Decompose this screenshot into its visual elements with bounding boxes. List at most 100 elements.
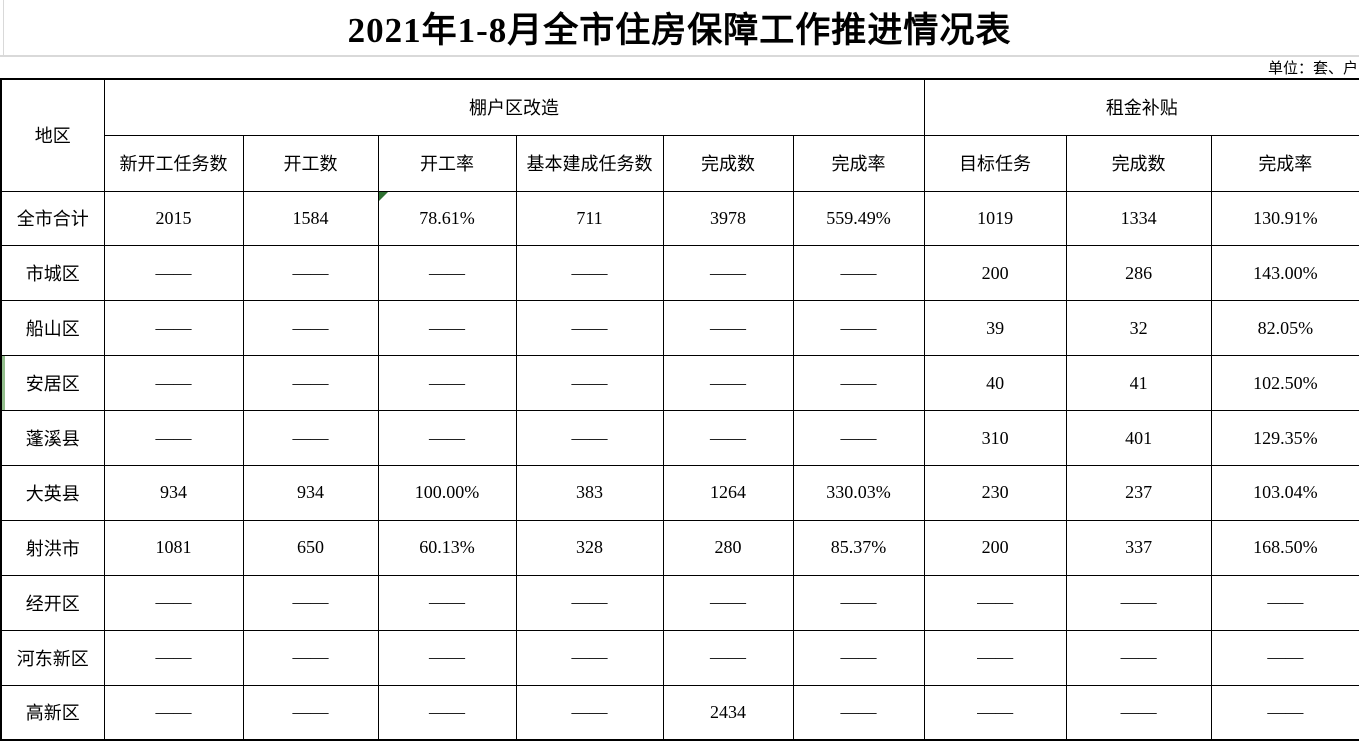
header-group-row: 地区 棚户区改造 租金补贴 — [0, 78, 1359, 192]
sub-header-0-0: 新开工任务数 — [103, 134, 244, 192]
region-cell: 射洪市 — [0, 519, 105, 576]
value-cell: —— — [515, 684, 664, 741]
value-cell: —— — [242, 684, 379, 741]
column-edge-line — [3, 0, 4, 57]
value-cell: —— — [103, 410, 244, 466]
value-cell: —— — [377, 574, 517, 631]
value-cell: —— — [662, 245, 794, 302]
value-cell: —— — [792, 245, 925, 302]
value-cell: —— — [103, 355, 244, 412]
value-cell: 168.50% — [1210, 519, 1359, 576]
region-cell: 船山区 — [0, 300, 105, 357]
value-cell: 82.05% — [1210, 300, 1359, 357]
value-cell: 330.03% — [792, 464, 925, 521]
value-cell: —— — [515, 629, 664, 686]
region-cell: 大英县 — [0, 464, 105, 521]
value-cell: —— — [792, 300, 925, 357]
value-cell: —— — [792, 355, 925, 412]
value-cell: —— — [515, 355, 664, 412]
sub-header-0-3: 基本建成任务数 — [515, 134, 664, 192]
sub-header-1-2: 完成率 — [1210, 134, 1359, 192]
table-row: 大英县 934 934 100.00% 383 1264 330.03% 230 237 103.… — [0, 464, 1359, 521]
table-row: 射洪市 1081 650 60.13% 328 280 85.37% 200 337 168.50… — [0, 519, 1359, 576]
value-cell: —— — [242, 574, 379, 631]
value-cell: —— — [792, 629, 925, 686]
value-cell: —— — [1065, 629, 1212, 686]
value-cell: 310 — [923, 410, 1067, 466]
unit-row: 单位：套、户 — [0, 57, 1359, 78]
value-cell: 237 — [1065, 464, 1212, 521]
value-cell: —— — [923, 574, 1067, 631]
value-cell: —— — [792, 574, 925, 631]
value-cell: —— — [103, 574, 244, 631]
table-row: 高新区 —— —— —— —— 2434 —— —— —— —— — [0, 684, 1359, 741]
value-cell: 200 — [923, 245, 1067, 302]
value-cell: 129.35% — [1210, 410, 1359, 466]
value-cell: 100.00% — [377, 464, 517, 521]
value-cell: —— — [662, 410, 794, 466]
value-cell: —— — [792, 684, 925, 741]
region-cell: 市城区 — [0, 245, 105, 302]
header-group-rent-subsidy: 租金补贴 — [923, 78, 1359, 136]
value-cell: 1264 — [662, 464, 794, 521]
value-cell: —— — [103, 245, 244, 302]
value-cell: —— — [242, 245, 379, 302]
value-cell: 200 — [923, 519, 1067, 576]
value-cell: —— — [662, 629, 794, 686]
region-cell: 经开区 — [0, 574, 105, 631]
value-cell: 2434 — [662, 684, 794, 741]
table-row: 经开区 —— —— —— —— —— —— —— —— —— — [0, 574, 1359, 631]
table-row: 安居区 —— —— —— —— —— —— 40 41 102.50% — [0, 355, 1359, 412]
value-cell: 711 — [515, 190, 664, 247]
region-cell: 河东新区 — [0, 629, 105, 686]
value-cell: 40 — [923, 355, 1067, 412]
sub-header-1-1: 完成数 — [1065, 134, 1212, 192]
value-cell: —— — [242, 410, 379, 466]
value-cell: 3978 — [662, 190, 794, 247]
sub-header-0-2: 开工率 — [377, 134, 517, 192]
sub-header-0-4: 完成数 — [662, 134, 794, 192]
value-cell: 1081 — [103, 519, 244, 576]
value-cell: 934 — [103, 464, 244, 521]
value-cell: —— — [242, 629, 379, 686]
header-sub-row: 新开工任务数 开工数 开工率 基本建成任务数 完成数 完成率 目标任务 完成数 完成率 — [1, 134, 1359, 192]
value-cell: —— — [792, 410, 925, 466]
sub-header-0-5: 完成率 — [792, 134, 925, 192]
value-cell: —— — [1210, 629, 1359, 686]
header-group-shantytown-renovation: 棚户区改造 — [103, 78, 925, 136]
value-cell: 1019 — [923, 190, 1067, 247]
table-row: 市城区 —— —— —— —— —— —— 200 286 143.00% — [0, 245, 1359, 302]
value-cell: —— — [662, 355, 794, 412]
value-cell: —— — [515, 245, 664, 302]
value-cell: —— — [377, 410, 517, 466]
value-cell: —— — [1065, 574, 1212, 631]
value-cell: 383 — [515, 464, 664, 521]
value-cell: —— — [103, 684, 244, 741]
value-cell: 41 — [1065, 355, 1212, 412]
value-cell: —— — [377, 684, 517, 741]
value-cell: —— — [662, 300, 794, 357]
value-cell: 934 — [242, 464, 379, 521]
value-cell: —— — [515, 574, 664, 631]
value-cell: —— — [377, 245, 517, 302]
region-cell: 高新区 — [0, 684, 105, 741]
table-row: 蓬溪县 —— —— —— —— —— —— 310 401 129.35% — [0, 410, 1359, 466]
value-cell: 559.49% — [792, 190, 925, 247]
table-row: 船山区 —— —— —— —— —— —— 39 32 82.05% — [0, 300, 1359, 357]
table-header: 地区 棚户区改造 租金补贴 新开工任务数 开工数 开工率 基本建成任务数 完成数 完成率目… — [0, 78, 1359, 192]
sub-header-0-1: 开工数 — [242, 134, 379, 192]
value-cell: 1334 — [1065, 190, 1212, 247]
value-cell: —— — [1210, 684, 1359, 741]
value-cell: 60.13% — [377, 519, 517, 576]
value-cell: —— — [242, 355, 379, 412]
housing-report-table: 地区 棚户区改造 租金补贴 新开工任务数 开工数 开工率 基本建成任务数 完成数 完成率目… — [0, 78, 1359, 741]
region-cell: 全市合计 — [0, 190, 105, 247]
error-indicator-triangle — [379, 191, 388, 201]
value-cell: —— — [377, 355, 517, 412]
table-row: 全市合计 2015 1584 78.61% 711 3978 559.49% 1019 1334… — [0, 190, 1359, 247]
value-cell: 143.00% — [1210, 245, 1359, 302]
value-cell: 102.50% — [1210, 355, 1359, 412]
table-row: 河东新区 —— —— —— —— —— —— —— —— —— — [0, 629, 1359, 686]
page-title: 2021年1-8月全市住房保障工作推进情况表 — [347, 11, 1012, 50]
header-region: 地区 — [0, 78, 105, 192]
